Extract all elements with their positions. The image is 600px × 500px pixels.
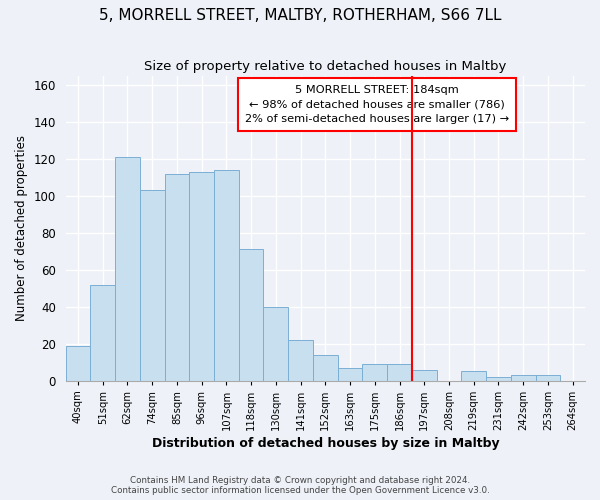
Text: 5, MORRELL STREET, MALTBY, ROTHERHAM, S66 7LL: 5, MORRELL STREET, MALTBY, ROTHERHAM, S6… [99, 8, 501, 22]
Text: 5 MORRELL STREET: 184sqm
← 98% of detached houses are smaller (786)
2% of semi-d: 5 MORRELL STREET: 184sqm ← 98% of detach… [245, 84, 509, 124]
Bar [263, 306, 288, 380]
Bar [164, 174, 190, 380]
Bar [338, 368, 362, 380]
Text: Contains HM Land Registry data © Crown copyright and database right 2024.
Contai: Contains HM Land Registry data © Crown c… [110, 476, 490, 495]
Bar [461, 372, 486, 380]
Bar [387, 364, 412, 380]
Bar [140, 190, 164, 380]
Bar [313, 355, 338, 380]
Bar [536, 375, 560, 380]
Bar [239, 250, 263, 380]
Title: Size of property relative to detached houses in Maltby: Size of property relative to detached ho… [144, 60, 506, 73]
Bar [511, 375, 536, 380]
Bar [115, 157, 140, 380]
Y-axis label: Number of detached properties: Number of detached properties [15, 135, 28, 321]
Bar [412, 370, 437, 380]
Bar [288, 340, 313, 380]
Bar [486, 377, 511, 380]
X-axis label: Distribution of detached houses by size in Maltby: Distribution of detached houses by size … [152, 437, 499, 450]
Bar [214, 170, 239, 380]
Bar [65, 346, 91, 380]
Bar [362, 364, 387, 380]
Bar [91, 284, 115, 380]
Bar [190, 172, 214, 380]
